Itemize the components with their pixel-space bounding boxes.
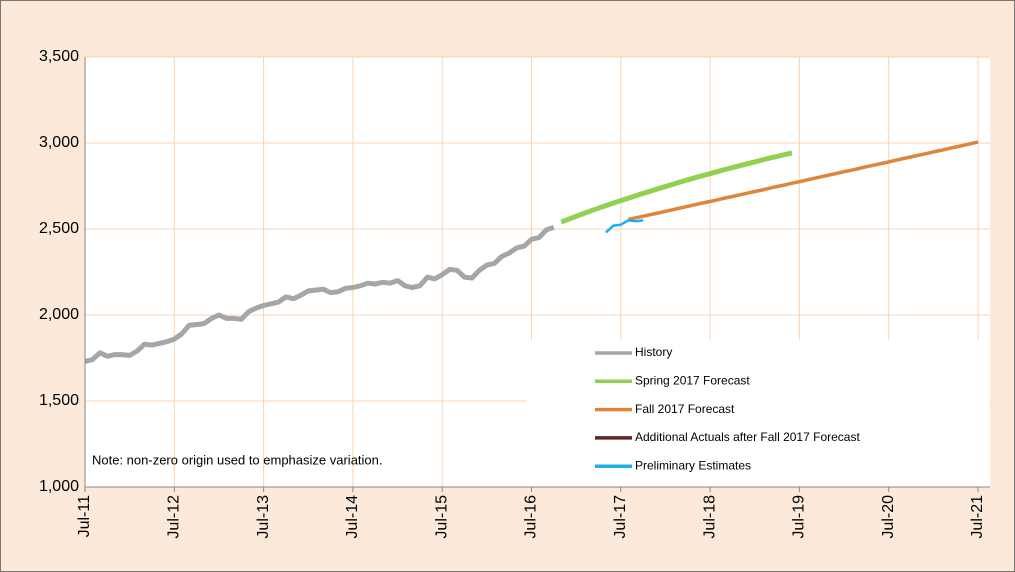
y-tick-label: 2,000 bbox=[39, 306, 79, 323]
y-tick-label: 1,000 bbox=[39, 478, 79, 495]
x-tick-label: Jul-21 bbox=[969, 495, 986, 539]
y-tick-label: 1,500 bbox=[39, 392, 79, 409]
x-tick-label: Jul-11 bbox=[76, 495, 93, 537]
legend-label: Fall 2017 Forecast bbox=[635, 402, 735, 416]
y-tick-label: 3,500 bbox=[39, 48, 79, 65]
series-line bbox=[84, 224, 555, 364]
series-line bbox=[627, 140, 979, 222]
lines bbox=[84, 140, 979, 364]
legend-label: Preliminary Estimates bbox=[635, 458, 751, 472]
legend-box bbox=[527, 340, 989, 486]
legend: History Spring 2017 Forecast Fall 2017 For… bbox=[595, 345, 860, 472]
x-tick-label: Jul-14 bbox=[344, 495, 361, 539]
x-tick-label: Jul-19 bbox=[791, 495, 808, 539]
x-tick-label: Jul-13 bbox=[255, 495, 272, 539]
x-tick-label: Jul-20 bbox=[880, 495, 897, 539]
x-tick-label: Jul-18 bbox=[701, 495, 718, 539]
x-tick-label: Jul-15 bbox=[433, 495, 450, 539]
x-tick-label: Jul-16 bbox=[523, 495, 540, 539]
x-tick-label: Jul-12 bbox=[166, 495, 183, 539]
legend-label: Spring 2017 Forecast bbox=[635, 373, 750, 387]
y-tick-label: 2,500 bbox=[39, 220, 79, 237]
x-tick-label: Jul-17 bbox=[612, 495, 629, 539]
legend-label: History bbox=[635, 345, 672, 359]
series-line bbox=[560, 150, 793, 225]
series-line bbox=[605, 219, 644, 234]
note: Note: non-zero origin used to emphasize … bbox=[92, 452, 383, 467]
legend-label: Additional Actuals after Fall 2017 Forec… bbox=[635, 430, 860, 444]
y-tick-label: 3,000 bbox=[39, 134, 79, 151]
